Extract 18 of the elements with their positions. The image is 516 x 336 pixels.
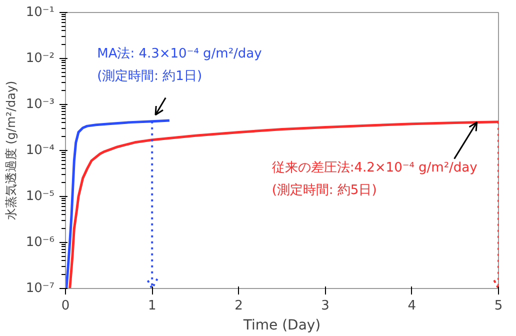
y-tick-label: 10⁻⁶ — [26, 235, 55, 250]
annotation: 従来の差圧法:4.2×10⁻⁴ g/m²/day (測定時間: 約5日) — [272, 160, 478, 198]
x-tick-label: 2 — [234, 298, 243, 314]
y-tick-label: 10⁻¹ — [26, 5, 55, 20]
y-axis-title: 水蒸気透過度 (g/m²/day) — [4, 80, 18, 220]
x-tick-label: 4 — [408, 298, 416, 314]
y-tick-label: 10⁻⁴ — [26, 143, 55, 158]
x-tick-label: 5 — [494, 298, 503, 314]
x-tick-label: 1 — [148, 298, 156, 314]
y-tick-label: 10⁻² — [26, 51, 55, 66]
x-tick-label: 0 — [61, 298, 70, 314]
y-tick-label: 10⁻⁵ — [26, 189, 55, 204]
x-tick-label: 3 — [321, 298, 330, 314]
y-tick-label: 10⁻⁷ — [26, 281, 55, 296]
y-tick-label: 10⁻³ — [26, 97, 55, 112]
line-series — [66, 119, 171, 288]
annotation: MA法: 4.3×10⁻⁴ g/m²/day (測定時間: 約1日) — [97, 46, 262, 84]
x-axis-title: Time (Day) — [242, 318, 321, 334]
